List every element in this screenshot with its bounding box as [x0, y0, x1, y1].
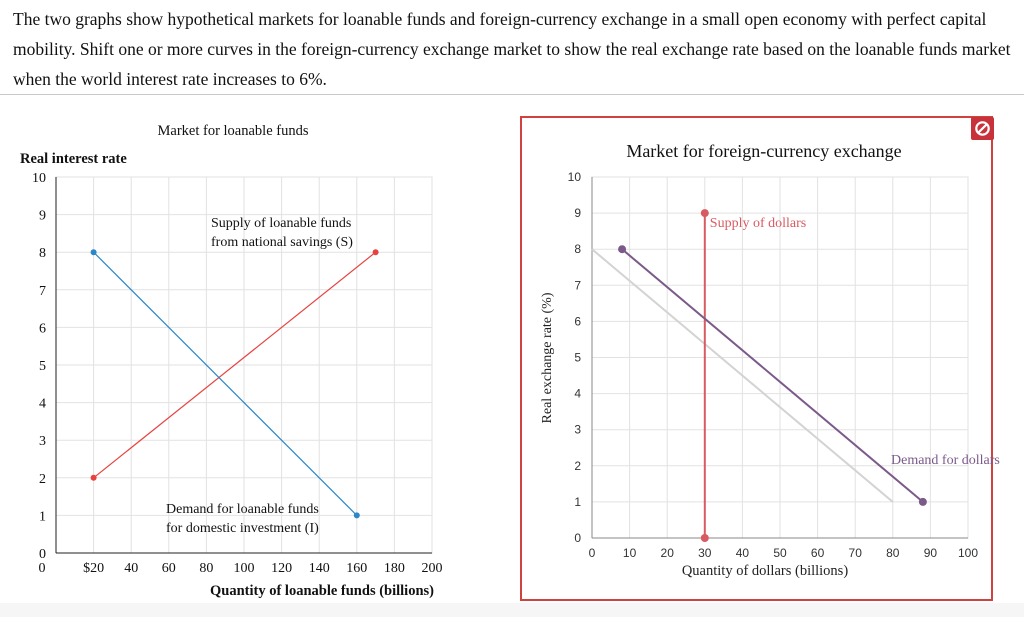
fx-y-axis-title: Real exchange rate (%): [540, 292, 555, 423]
fx-x-tick-label: 0: [589, 546, 596, 560]
loanable-y-tick-label: 8: [39, 246, 46, 261]
demand-loanable-endpoint: [90, 249, 97, 256]
loanable-y-tick-label: 10: [32, 171, 46, 186]
loanable-y-axis-title: Real interest rate: [20, 151, 127, 167]
loanable-x-tick-label: 100: [234, 561, 255, 576]
fx-x-tick-label: 80: [886, 546, 900, 560]
fx-x-tick-label: 70: [849, 546, 863, 560]
loanable-y-tick-label: 0: [39, 547, 46, 562]
fx-y-tick-label: 10: [568, 170, 582, 184]
loanable-y-tick-label: 6: [39, 321, 46, 336]
fx-x-tick-label: 30: [698, 546, 712, 560]
loanable-y-tick-label: 7: [39, 284, 46, 299]
divider: [0, 94, 1024, 95]
supply-dollars-handle[interactable]: [700, 209, 709, 218]
fx-y-tick-label: 0: [574, 531, 581, 545]
loanable-x-tick-label: 140: [309, 561, 330, 576]
demand-dollars-handle[interactable]: [918, 497, 927, 506]
fx-x-axis-title: Quantity of dollars (billions): [682, 563, 848, 579]
supply-loanable-label: from national savings (S): [211, 235, 353, 250]
loanable-x-axis-title: Quantity of loanable funds (billions): [210, 583, 434, 599]
fx-x-tick-label: 40: [736, 546, 750, 560]
loanable-y-tick-label: 9: [39, 209, 46, 224]
fx-y-tick-label: 9: [574, 206, 581, 220]
fx-x-tick-label: 10: [623, 546, 637, 560]
reset-button[interactable]: [971, 117, 994, 140]
fx-y-tick-label: 5: [574, 351, 581, 365]
loanable-x-tick-label: 180: [384, 561, 405, 576]
fx-chart-title: Market for foreign-currency exchange: [626, 141, 901, 161]
fx-x-tick-label: 20: [661, 546, 675, 560]
original-demand-dollars-line: [591, 248, 894, 503]
loanable-y-tick-label: 3: [39, 434, 46, 449]
fx-y-tick-label: 6: [574, 314, 581, 328]
loanable-y-tick-label: 2: [39, 472, 46, 487]
fx-y-tick-label: 2: [574, 459, 581, 473]
loanable-x-tick-label: 200: [422, 561, 443, 576]
question-text: The two graphs show hypothetical markets…: [13, 9, 1011, 89]
fx-y-tick-label: 4: [574, 387, 581, 401]
loanable-x-tick-label: 120: [271, 561, 292, 576]
fx-y-tick-label: 7: [574, 278, 581, 292]
supply-loanable-endpoint: [372, 249, 379, 256]
loanable-origin-label: 0: [39, 561, 46, 576]
loanable-chart-title: Market for loanable funds: [158, 123, 309, 139]
demand-dollars-label: Demand for dollars: [891, 453, 1000, 468]
supply-dollars-label: Supply of dollars: [710, 216, 806, 231]
supply-loanable-funds-line: [93, 251, 376, 479]
loanable-y-tick-label: 5: [39, 359, 46, 374]
loanable-x-tick-label: $20: [83, 561, 104, 576]
footer-band: [0, 603, 1024, 617]
foreign-exchange-panel[interactable]: [520, 116, 993, 601]
demand-loanable-funds-line: [93, 251, 358, 516]
fx-x-tick-label: 90: [924, 546, 938, 560]
demand-loanable-label: Demand for loanable funds: [166, 502, 319, 517]
demand-loanable-endpoint: [353, 512, 360, 519]
fx-y-tick-label: 3: [574, 423, 581, 437]
demand-dollars-line[interactable]: [621, 248, 924, 503]
fx-x-tick-label: 100: [958, 546, 978, 560]
loanable-x-tick-label: 80: [199, 561, 213, 576]
fx-x-tick-label: 60: [811, 546, 825, 560]
fx-y-tick-label: 1: [574, 495, 581, 509]
loanable-x-tick-label: 160: [346, 561, 367, 576]
loanable-x-tick-label: 60: [162, 561, 176, 576]
supply-dollars-handle[interactable]: [700, 534, 709, 542]
fx-y-tick-label: 8: [574, 242, 581, 256]
supply-loanable-label: Supply of loanable funds: [211, 216, 351, 231]
loanable-x-tick-label: 40: [124, 561, 138, 576]
demand-dollars-handle[interactable]: [618, 245, 627, 254]
demand-loanable-label: for domestic investment (I): [166, 521, 319, 536]
fx-x-tick-label: 50: [773, 546, 787, 560]
no-entry-icon: [975, 121, 990, 136]
loanable-y-tick-label: 4: [39, 397, 46, 412]
supply-loanable-endpoint: [90, 474, 97, 481]
loanable-y-tick-label: 1: [39, 509, 46, 524]
